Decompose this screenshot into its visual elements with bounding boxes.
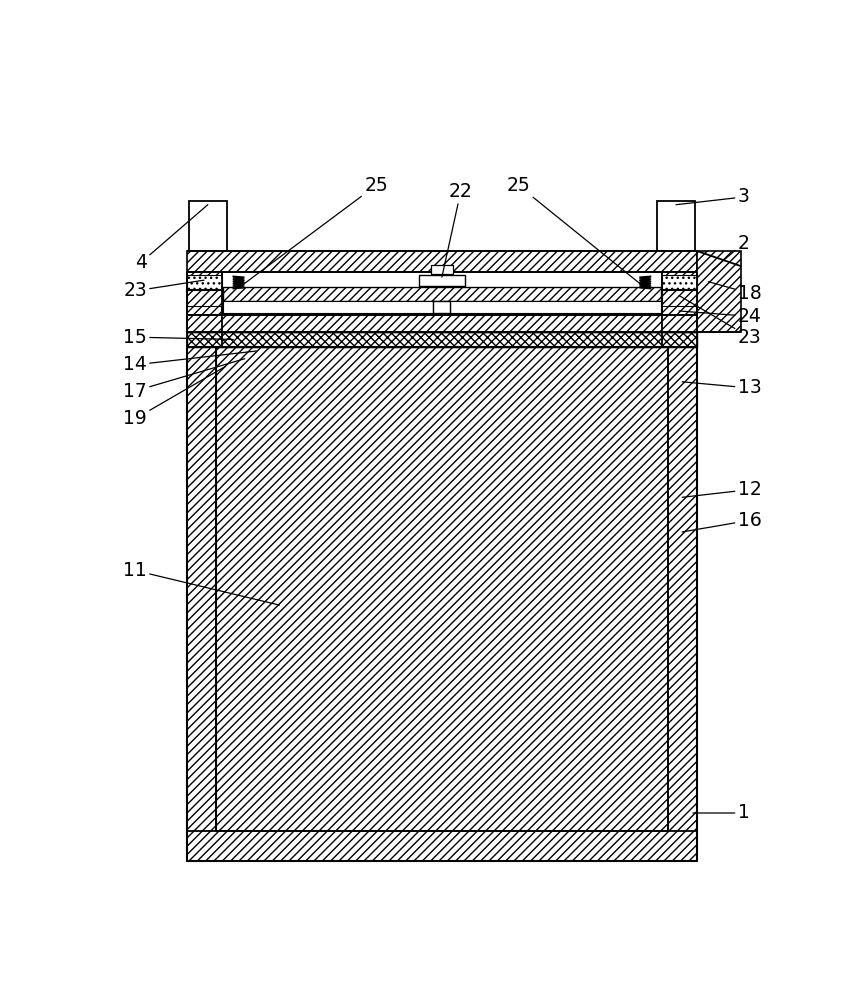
Bar [662,290,696,306]
Text: 4: 4 [135,205,208,272]
Bar [217,347,667,831]
Bar [696,251,741,332]
Text: 22: 22 [442,182,473,277]
Bar [187,332,696,347]
Bar [187,251,696,272]
Text: 23: 23 [679,296,761,347]
Text: 18: 18 [709,282,761,303]
Text: 12: 12 [682,480,761,499]
Text: 3: 3 [676,188,749,207]
Text: 25: 25 [239,176,387,288]
Text: 17: 17 [123,359,245,401]
Text: 23: 23 [123,280,204,300]
Text: 2: 2 [712,234,749,270]
Bar [662,275,696,289]
Text: 16: 16 [682,511,761,532]
Bar [433,301,450,313]
Bar [657,201,696,251]
Bar [187,347,217,861]
Text: 24: 24 [679,307,761,326]
Bar [450,301,660,313]
Bar [189,201,227,251]
Text: 1: 1 [693,804,749,822]
Text: 11: 11 [123,561,280,605]
Bar [222,272,662,315]
Bar [224,287,660,301]
Text: 25: 25 [507,176,646,288]
Bar [187,272,222,315]
Bar [187,275,222,289]
Text: 15: 15 [123,328,233,347]
Bar [419,275,465,286]
Bar [187,315,696,332]
Bar [432,265,453,274]
Bar [187,831,696,861]
Bar [224,301,433,313]
Text: 13: 13 [682,378,761,397]
Text: 19: 19 [123,366,225,428]
Bar [667,347,696,861]
Bar [662,272,696,315]
Text: 14: 14 [123,351,256,374]
Bar [187,290,222,306]
